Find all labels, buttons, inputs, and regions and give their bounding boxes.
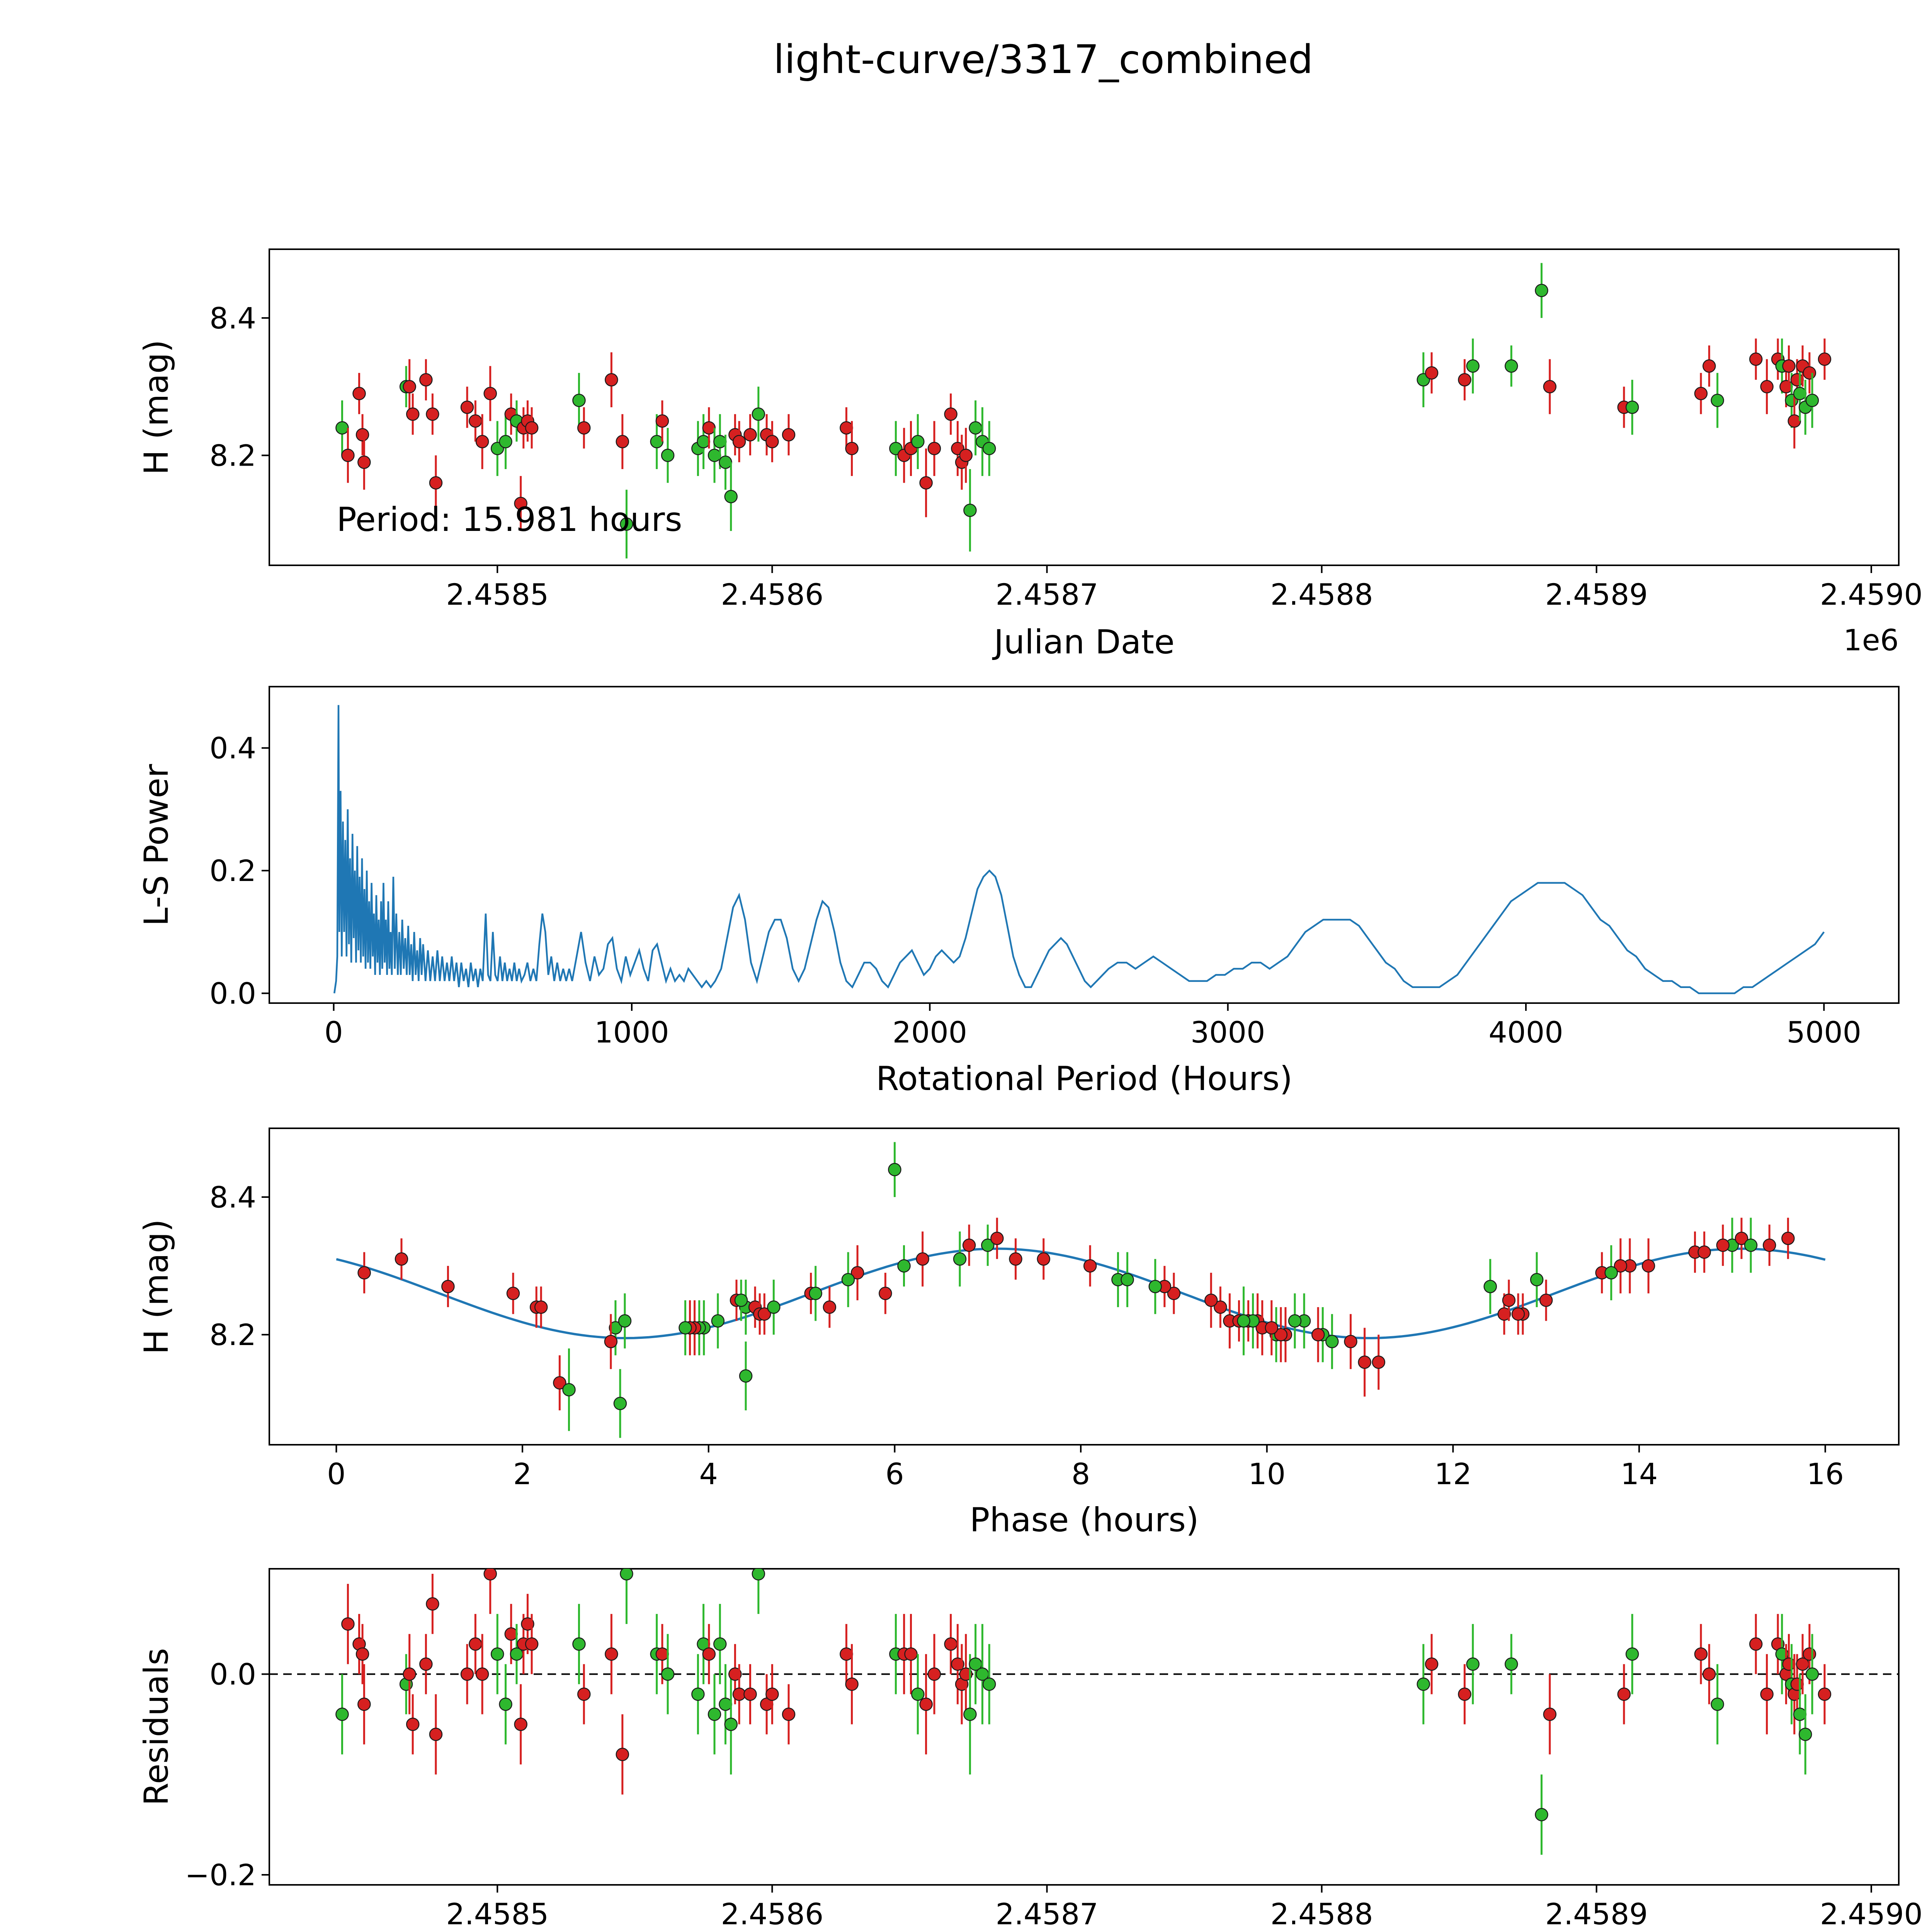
lightcurve-xtick: 2.4587 xyxy=(996,577,1099,612)
periodogram-xtick: 0 xyxy=(324,1015,343,1049)
ylabel-ls-power: L-S Power xyxy=(137,764,176,926)
phased-axes: 0 2 4 6 8 10 12 14 16 8.2 8.4 xyxy=(209,1128,1900,1491)
lightcurve-xtick: 2.4586 xyxy=(721,577,823,612)
residuals-xtick: 2.4586 xyxy=(721,1897,823,1931)
lightcurve-ytick: 8.2 xyxy=(209,438,256,473)
periodogram-ytick: 0.2 xyxy=(209,854,256,888)
lightcurve-xtick: 2.4589 xyxy=(1545,577,1648,612)
residuals-xtick: 2.4587 xyxy=(996,1897,1099,1931)
periodogram-ytick: 0.0 xyxy=(209,976,256,1011)
xlabel-rotational-period: Rotational Period (Hours) xyxy=(876,1060,1293,1098)
ylabel-h-mag-top: H (mag) xyxy=(137,339,176,475)
phased-ytick: 8.2 xyxy=(209,1318,256,1352)
periodogram-xtick: 3000 xyxy=(1190,1015,1265,1049)
ylabel-h-mag-phased: H (mag) xyxy=(137,1219,176,1355)
phased-fit-curve xyxy=(336,1247,1826,1340)
phased-xtick: 4 xyxy=(699,1457,718,1491)
periodogram-line xyxy=(333,705,1825,994)
phased-xtick: 0 xyxy=(327,1457,345,1491)
lightcurve-axes: 2.4585 2.4586 2.4587 2.4588 2.4589 2.4590 8.2 8… xyxy=(209,248,1923,612)
periodogram-xtick: 4000 xyxy=(1488,1015,1563,1049)
x-offset-text-top: 1e6 xyxy=(1843,623,1899,657)
phased-ytick: 8.4 xyxy=(209,1180,256,1214)
phased-xtick: 12 xyxy=(1434,1457,1472,1491)
residuals-points xyxy=(269,1569,1899,1855)
residuals-xtick: 2.4589 xyxy=(1545,1897,1648,1931)
lightcurve-points xyxy=(335,263,1832,559)
lightcurve-ytick: 8.4 xyxy=(209,301,256,335)
periodogram-xtick: 5000 xyxy=(1787,1015,1861,1049)
figure-title: light-curve/3317_combined xyxy=(773,37,1313,83)
lightcurve-xtick: 2.4588 xyxy=(1270,577,1373,612)
xlabel-phase-hours: Phase (hours) xyxy=(969,1501,1199,1539)
phased-xtick: 2 xyxy=(513,1457,532,1491)
residuals-xtick: 2.4588 xyxy=(1270,1897,1373,1931)
periodogram-xtick: 2000 xyxy=(893,1015,967,1049)
lightcurve-xtick: 2.4585 xyxy=(446,577,549,612)
periodogram-axes: 0 1000 2000 3000 4000 5000 0.0 0.2 0.4 xyxy=(209,686,1900,1049)
periodogram-xtick: 1000 xyxy=(594,1015,669,1049)
phased-xtick: 8 xyxy=(1071,1457,1090,1491)
period-annotation: Period: 15.981 hours xyxy=(337,500,682,539)
residuals-xtick: 2.4590 xyxy=(1820,1897,1923,1931)
residuals-axes: 2.4585 2.4586 2.4587 2.4588 2.4589 2.4590 −0.2… xyxy=(185,1568,1923,1931)
lightcurve-xtick: 2.4590 xyxy=(1820,577,1923,612)
residuals-ytick: 0.0 xyxy=(209,1657,256,1692)
periodogram-ytick: 0.4 xyxy=(209,731,256,765)
phased-xtick: 6 xyxy=(885,1457,904,1491)
phased-points xyxy=(357,1142,1795,1438)
phased-xtick: 10 xyxy=(1248,1457,1286,1491)
phased-xtick: 14 xyxy=(1621,1457,1658,1491)
ylabel-residuals: Residuals xyxy=(137,1648,176,1806)
phased-xtick: 16 xyxy=(1806,1457,1844,1491)
residuals-xtick: 2.4585 xyxy=(446,1897,549,1931)
residuals-ytick: −0.2 xyxy=(185,1858,256,1892)
xlabel-julian-date-top: Julian Date xyxy=(994,623,1175,662)
